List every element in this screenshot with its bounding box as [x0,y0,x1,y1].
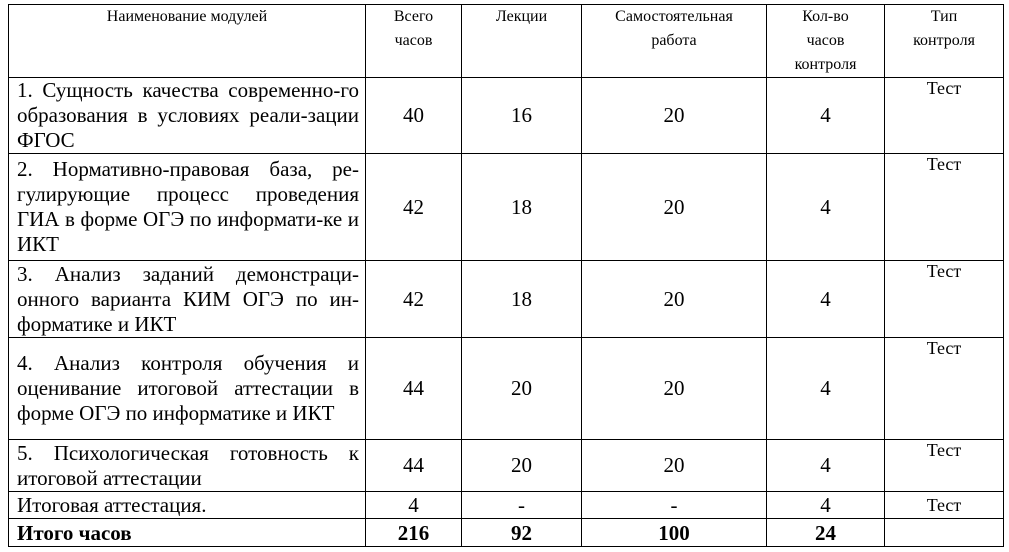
header-module-name: Наименование модулей [8,4,366,78]
header-lectures: Лекции [461,4,582,78]
control-type: Тест [884,153,1004,261]
module-name: 2. Нормативно-правовая база, ре-гулирующ… [8,153,366,261]
control-type: Тест [884,260,1004,338]
control-type: Тест [884,439,1004,492]
lecture-hours: 18 [461,260,582,338]
control-hours: 4 [766,439,885,492]
header-control-hours: Кол-во часов контроля [766,4,885,78]
module-name: 4. Анализ контроля обучения и оценивание… [8,337,366,440]
totals-self-work-hours: 100 [581,518,767,547]
table-row: Итоговая аттестация. 4 - - 4 Тест [8,491,1004,519]
module-name: Итоговая аттестация. [8,491,366,519]
totals-total-hours: 216 [365,518,462,547]
totals-label: Итого часов [8,518,366,547]
control-hours: 4 [766,260,885,338]
total-hours: 40 [365,77,462,154]
table-row: 2. Нормативно-правовая база, ре-гулирующ… [8,153,1004,261]
total-hours: 4 [365,491,462,519]
self-work-hours: 20 [581,439,767,492]
self-work-hours: 20 [581,337,767,440]
table-row: 4. Анализ контроля обучения и оценивание… [8,337,1004,440]
header-control-type: Тип контроля [884,4,1004,78]
total-hours: 42 [365,260,462,338]
control-type: Тест [884,337,1004,440]
totals-control-hours: 24 [766,518,885,547]
module-name: 1. Сущность качества современно-го образ… [8,77,366,154]
table-row: 5. Психологическая готовность к итоговой… [8,439,1004,492]
table-header-row: Наименование модулей Всего часов Лекции С… [8,4,1004,78]
module-name: 3. Анализ заданий демонстраци-онного вар… [8,260,366,338]
header-self-work: Самостоятельная работа [581,4,767,78]
curriculum-table: Наименование модулей Всего часов Лекции С… [8,4,1004,547]
control-hours: 4 [766,491,885,519]
total-hours: 42 [365,153,462,261]
totals-lecture-hours: 92 [461,518,582,547]
control-hours: 4 [766,77,885,154]
header-total-hours: Всего часов [365,4,462,78]
totals-control-type [884,518,1004,547]
table-row: 3. Анализ заданий демонстраци-онного вар… [8,260,1004,338]
self-work-hours: 20 [581,260,767,338]
lecture-hours: 16 [461,77,582,154]
control-type: Тест [884,77,1004,154]
totals-row: Итого часов 216 92 100 24 [8,518,1004,547]
total-hours: 44 [365,337,462,440]
module-name: 5. Психологическая готовность к итоговой… [8,439,366,492]
lecture-hours: 18 [461,153,582,261]
self-work-hours: - [581,491,767,519]
lecture-hours: - [461,491,582,519]
self-work-hours: 20 [581,153,767,261]
control-type: Тест [884,491,1004,519]
table-row: 1. Сущность качества современно-го образ… [8,77,1004,154]
lecture-hours: 20 [461,337,582,440]
total-hours: 44 [365,439,462,492]
control-hours: 4 [766,153,885,261]
lecture-hours: 20 [461,439,582,492]
self-work-hours: 20 [581,77,767,154]
control-hours: 4 [766,337,885,440]
